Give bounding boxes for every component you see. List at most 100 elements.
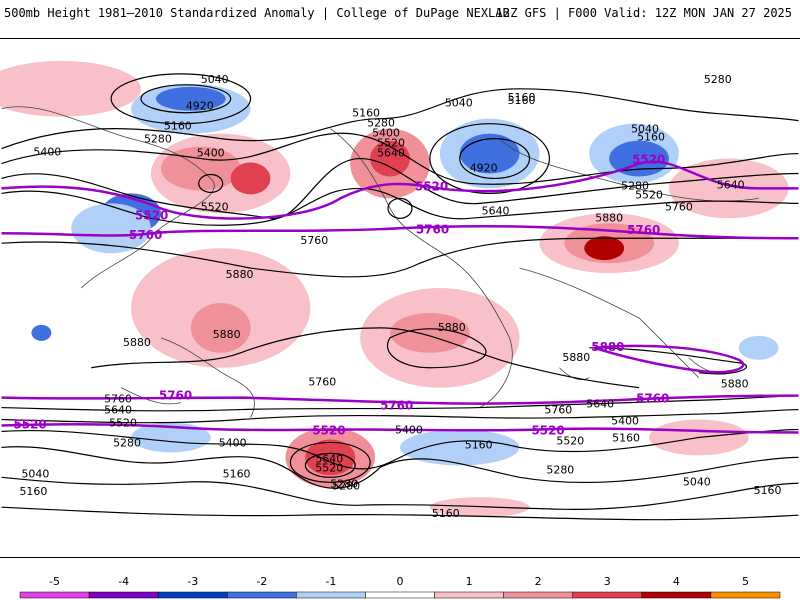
contour-label: 5040 (445, 97, 473, 110)
contour-label: 5400 (197, 147, 225, 160)
contour-label: 5280 (330, 477, 358, 490)
colorbar-segment (227, 591, 297, 599)
colorbar-tick-label: 4 (673, 575, 680, 588)
contour-label: 5760 (665, 200, 693, 213)
contour-label: 5640 (717, 178, 745, 191)
contour-label: 5280 (546, 463, 574, 476)
colorbar-segment (365, 591, 435, 599)
contour-label: 5880 (226, 268, 254, 281)
highlight-contour-label: 5760 (129, 228, 162, 242)
contour-label: 5400 (219, 436, 247, 449)
colorbar-tick-label: -2 (256, 575, 267, 588)
contour-label: 5760 (308, 376, 336, 389)
colorbar-tick-label: 3 (604, 575, 611, 588)
contour-label: 5400 (372, 127, 400, 140)
map-title: 500mb Height 1981–2010 Standardized Anom… (4, 6, 510, 20)
highlight-contour-label: 5520 (312, 423, 345, 437)
colorbar-segment (88, 591, 159, 599)
model-run-info: 12Z GFS | F000 Valid: 12Z MON JAN 27 202… (495, 6, 792, 20)
colorbar-segment (572, 591, 643, 599)
colorbar-tick-label: -5 (49, 575, 60, 588)
contour-label: 5040 (21, 467, 49, 480)
contour-label: 5520 (201, 200, 229, 213)
highlight-contour-label: 5760 (627, 223, 660, 237)
contour-label: 5040 (201, 73, 229, 86)
contour-label: 5280 (332, 479, 360, 492)
contour-label: 5160 (432, 507, 460, 520)
height-contours (1, 73, 799, 521)
highlight-contours (1, 160, 799, 434)
colorbar-tick-label: 2 (535, 575, 542, 588)
contour-label: 5160 (164, 120, 192, 133)
colorbar-tick-label: 5 (742, 575, 749, 588)
contour-label: 5280 (704, 73, 732, 86)
contour-label: 5520 (109, 417, 137, 430)
colorbar-segment (296, 591, 366, 599)
colorbar-segment (641, 591, 712, 599)
contour-label: 5880 (595, 211, 623, 224)
highlight-contour-label: 5880 (591, 340, 624, 354)
highlight-contour-label: 5760 (159, 389, 192, 403)
contour-label: 5160 (223, 467, 251, 480)
highlight-contour-label: 5520 (13, 417, 46, 431)
colorbar-segment (710, 591, 781, 599)
colorbar: -5 -4 -3 -2 -1 0 1 2 3 4 5 (19, 575, 781, 599)
contour-label: 5280 (367, 117, 395, 130)
contour-label: 5520 (315, 461, 343, 474)
contour-label: 5040 (631, 123, 659, 136)
contour-label: 5400 (611, 415, 639, 428)
highlight-contour-label: 5520 (415, 179, 448, 193)
contour-label: 5640 (586, 398, 614, 411)
contour-label: 5640 (315, 452, 343, 465)
colorbar-segment (157, 591, 228, 599)
contour-label: 5640 (377, 147, 405, 160)
contour-label: 5280 (621, 179, 649, 192)
colorbar-tick-label: 0 (397, 575, 404, 588)
contour-label: 5880 (213, 328, 241, 341)
colorbar-ticks: -5 -4 -3 -2 -1 0 1 2 3 4 5 (49, 575, 749, 588)
weather-map: 5040 4920 5280 5160 5400 5160 5280 5400 … (0, 38, 800, 558)
highlight-contour-label: 5760 (416, 222, 449, 236)
contour-label: 5040 (683, 475, 711, 488)
highlight-contour-label: 5520 (135, 208, 168, 222)
contour-label: 5760 (300, 234, 328, 247)
contour-label: 5160 (612, 431, 640, 444)
contour-label: 5280 (113, 436, 141, 449)
contour-labels: 5040 4920 5280 5160 5400 5160 5280 5400 … (19, 73, 781, 520)
contour-label: 5520 (377, 137, 405, 150)
contour-label: 5160 (754, 484, 782, 497)
contour-label: 5160 (508, 91, 536, 104)
highlight-contour-label: 5520 (632, 153, 665, 167)
contour-label: 5280 (144, 133, 172, 146)
contour-label: 5880 (123, 336, 151, 349)
contour-label: 5880 (438, 321, 466, 334)
colorbar-segments (19, 591, 781, 599)
contour-label: 5880 (721, 378, 749, 391)
colorbar-tick-label: 1 (466, 575, 473, 588)
contour-label: 5160 (352, 107, 380, 120)
contour-label: 5400 (33, 146, 61, 159)
contour-label: 5640 (104, 404, 132, 417)
highlight-contour-labels: 5520 5760 5520 5760 5520 5760 5520 5880 … (13, 153, 669, 438)
contour-label: 5520 (556, 434, 584, 447)
contour-label: 5160 (19, 485, 47, 498)
contour-label: 5160 (508, 94, 536, 107)
contour-label: 5400 (395, 423, 423, 436)
contour-label: 5160 (637, 131, 665, 144)
contour-label: 5880 (562, 351, 590, 364)
contour-label: 4920 (186, 100, 214, 113)
highlight-contour-label: 5520 (531, 423, 564, 437)
colorbar-tick-label: -4 (118, 575, 129, 588)
colorbar-segment (19, 591, 90, 599)
contour-label: 5640 (482, 204, 510, 217)
colorbar-segment (434, 591, 504, 599)
colorbar-tick-label: -1 (325, 575, 336, 588)
contour-label: 5160 (465, 438, 493, 451)
colorbar-segment (503, 591, 573, 599)
contour-label: 4920 (470, 161, 498, 174)
highlight-contour-label: 5760 (380, 399, 413, 413)
contour-label: 5760 (104, 393, 132, 406)
contour-label: 5760 (544, 404, 572, 417)
highlight-contour-label: 5760 (636, 392, 669, 406)
contour-label: 5520 (635, 188, 663, 201)
